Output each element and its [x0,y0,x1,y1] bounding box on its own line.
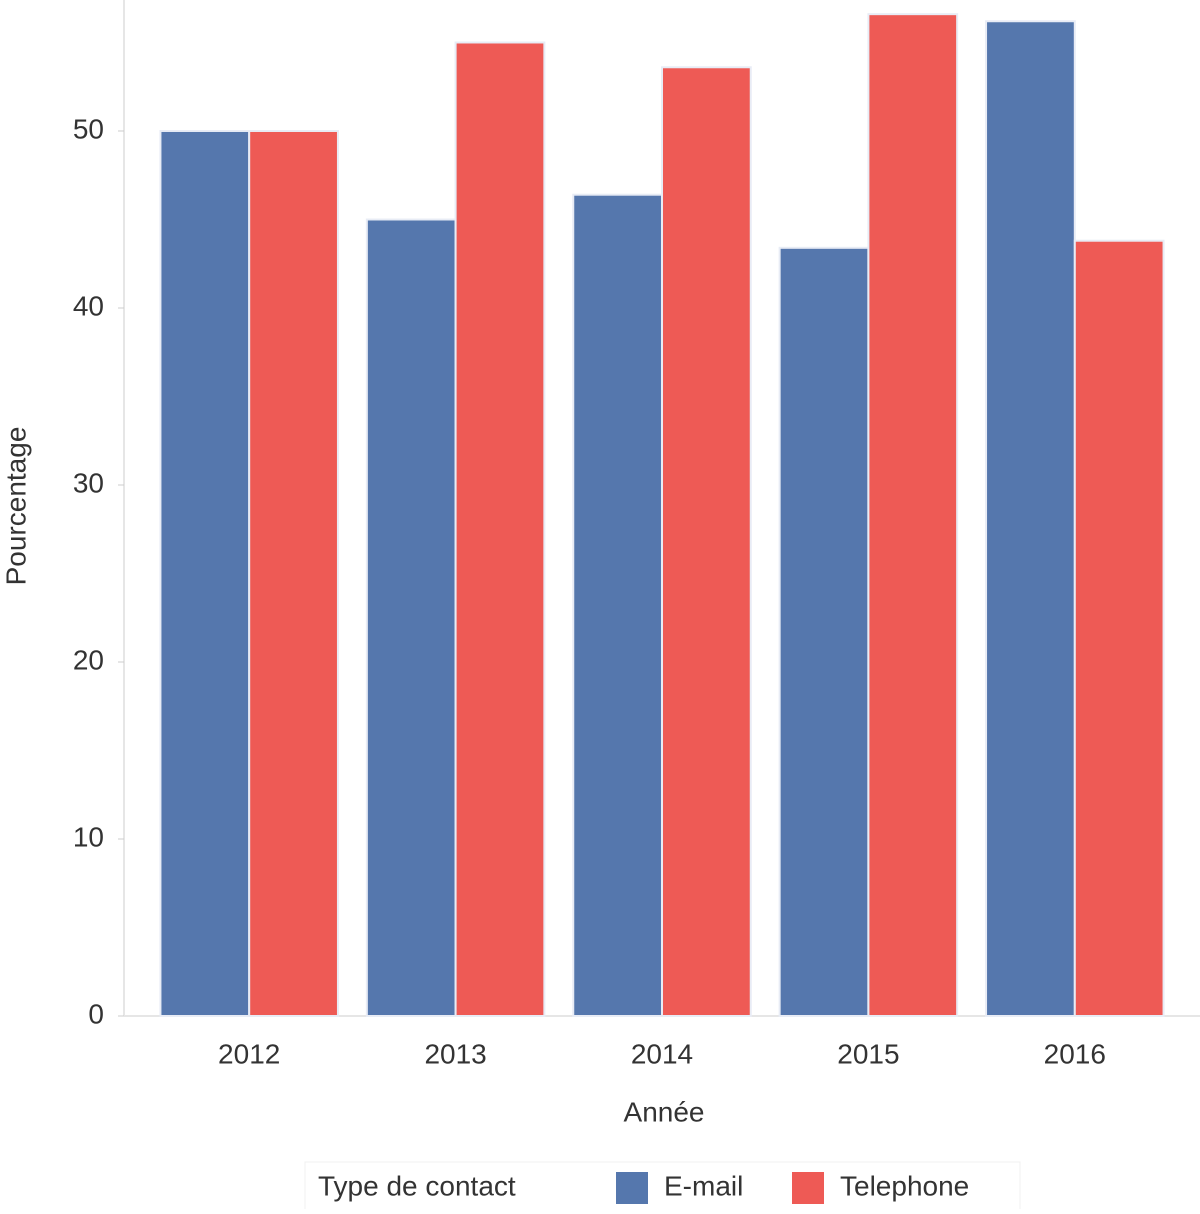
bar [778,246,870,1017]
y-tick-label: 0 [88,998,104,1029]
legend-label: Telephone [840,1170,969,1201]
bar [1073,239,1165,1017]
bar [661,66,752,1017]
x-tick-label: 2014 [631,1038,693,1069]
bar [454,41,546,1017]
x-tick-label: 2012 [218,1038,280,1069]
bar [985,20,1076,1017]
x-tick-label: 2016 [1044,1038,1106,1069]
bar [572,193,663,1017]
y-tick-label: 50 [73,113,104,144]
bar [867,13,959,1017]
y-tick-label: 20 [73,644,104,675]
y-tick-label: 10 [73,821,104,852]
y-tick-label: 40 [73,290,104,321]
bar [365,218,457,1017]
bar [159,129,251,1017]
legend-swatch [616,1172,648,1204]
legend-box [304,1161,1021,1213]
x-tick-label: 2015 [837,1038,899,1069]
legend-swatch [792,1172,824,1204]
legend-label: E-mail [664,1170,743,1201]
y-tick-label: 30 [73,467,104,498]
legend-title: Type de contact [318,1170,516,1201]
x-axis-title: Année [624,1096,705,1127]
bar [248,129,339,1017]
y-axis-title: Pourcentage [0,427,31,586]
x-tick-label: 2013 [424,1038,486,1069]
